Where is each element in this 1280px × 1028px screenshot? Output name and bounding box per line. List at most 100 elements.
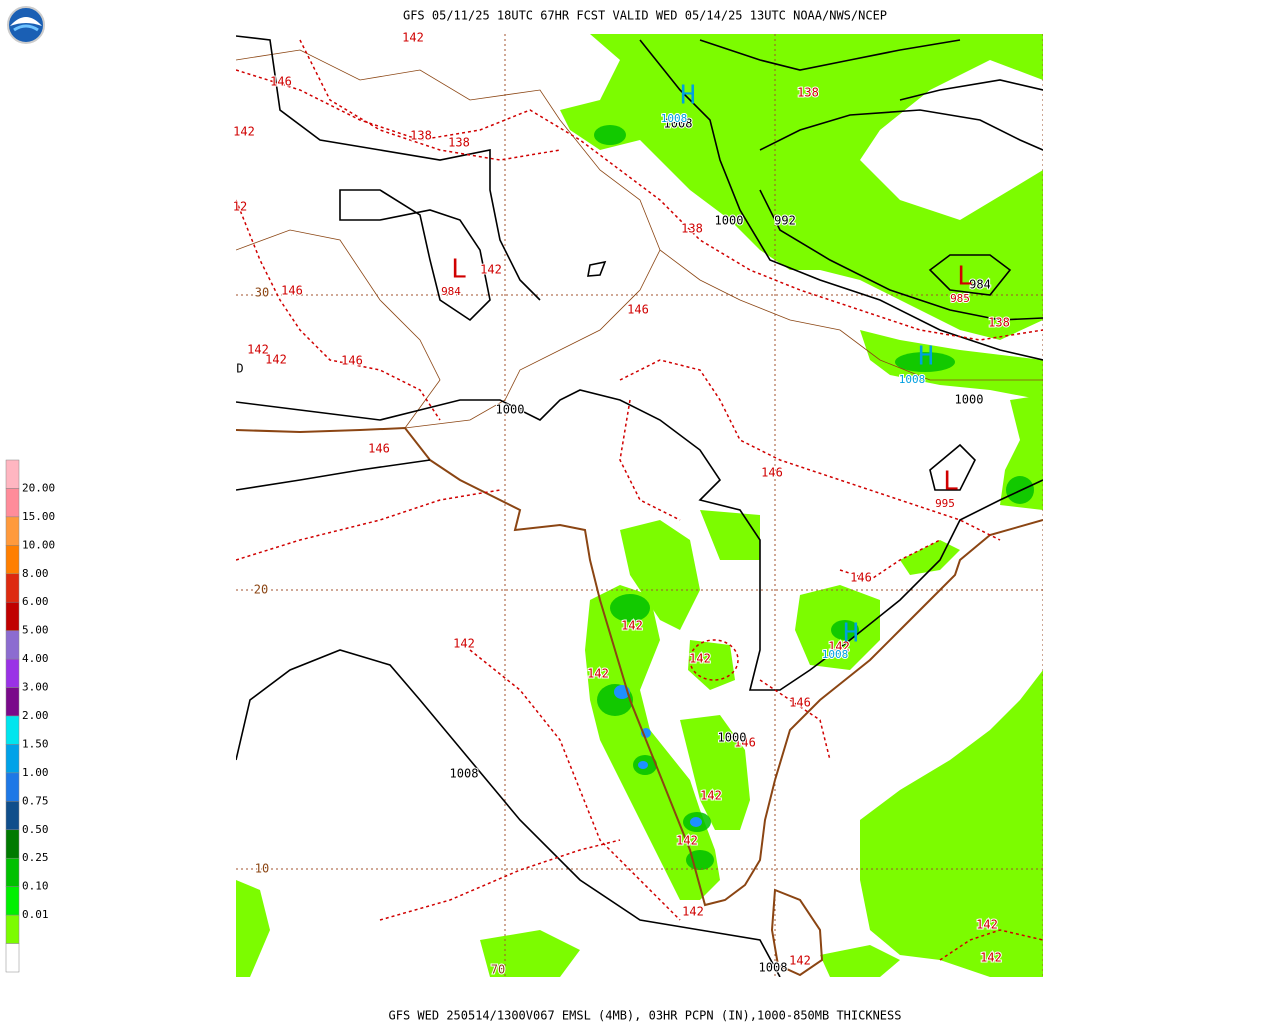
legend-label: 8.00 [22,567,49,580]
legend-label: 10.00 [22,538,55,551]
legend-label: 0.25 [22,851,49,864]
grid-label: 70 [491,963,505,977]
thickness-label: 142 [828,640,850,654]
legend-swatch [5,772,20,802]
legend-swatch [5,744,20,774]
low-symbol: L [943,467,959,497]
thickness-label: 142 [453,637,475,651]
map-title: GFS 05/11/25 18UTC 67HR FCST VALID WED 0… [403,9,887,23]
thickness-label: 146 [734,736,756,750]
pressure-label: 1000 [955,393,984,407]
thickness-label: 142 [700,789,722,803]
legend-swatch [5,914,20,944]
thickness-label: 146 [368,442,390,456]
thickness-label: 142 [247,343,269,357]
legend-label: 20.00 [22,481,55,494]
legend-swatch [5,943,20,973]
thickness-label: 142 [621,619,643,633]
thickness-label: 146 [341,354,363,368]
high-value: 1008 [661,112,688,125]
high-symbol: H [843,619,859,649]
thickness-label: 146 [850,571,872,585]
map [236,34,1043,977]
legend-swatch [5,886,20,916]
pressure-label: 984 [969,278,991,292]
legend-label: 6.00 [22,595,49,608]
grid [236,34,1043,977]
legend-label: 2.00 [22,709,49,722]
legend-swatch [5,573,20,603]
thickness-label: 142 [402,31,424,45]
legend-swatch [5,687,20,717]
low-value: 985 [950,292,970,305]
low-value: 995 [935,497,955,510]
low-value: 984 [441,285,461,298]
grid-label: 20 [254,583,268,597]
thickness-label: 138 [797,86,819,100]
high-symbol: H [680,81,696,111]
pressure-label: 1008 [664,117,693,131]
noaa-logo [7,6,45,44]
legend-label: 3.00 [22,681,49,694]
thickness-label: 142 [976,918,998,932]
thickness-label: 138 [988,316,1010,330]
legend-swatch [5,516,20,546]
thickness-label: 12 [233,200,247,214]
borders [236,49,1043,429]
legend-swatch [5,459,20,489]
thickness-label: 142 [689,652,711,666]
legend-label: 1.00 [22,766,49,779]
thickness-label: 146 [761,466,783,480]
thickness-label: 142 [676,834,698,848]
low-symbol: L [957,262,973,292]
thickness-label: 142 [233,125,255,139]
thickness-label: 138 [681,222,703,236]
pressure-label: 1000 [718,731,747,745]
pressure-label: 1000 [496,403,525,417]
pressure-label: D [236,362,243,376]
thickness-contours [236,39,1043,961]
high-value: 1008 [899,373,926,386]
legend-swatch [5,801,20,831]
legend-label: 0.01 [22,908,49,921]
map-caption: GFS WED 250514/1300V067 EMSL (4MB), 03HR… [389,1009,902,1023]
thickness-label: 146 [627,303,649,317]
pressure-label: 992 [774,214,796,228]
legend-swatch [5,545,20,575]
thickness-label: 138 [410,129,432,143]
legend-swatch [5,857,20,887]
thickness-label: 142 [682,905,704,919]
legend-swatch [5,658,20,688]
thickness-label: 146 [270,75,292,89]
legend-label: 5.00 [22,624,49,637]
legend: 20.00 15.00 10.00 8.00 6.00 5.00 4.00 3.00 2.00 1… [5,459,55,973]
legend-swatch [5,829,20,859]
legend-label: 15.00 [22,510,55,523]
pressure-label: 1008 [759,961,788,975]
grid-label: 10 [255,862,269,876]
coastline [236,426,1043,977]
high-value: 1008 [822,648,849,661]
thickness-label: 142 [480,263,502,277]
thickness-label: 146 [281,284,303,298]
legend-swatch [5,488,20,518]
legend-label: 0.75 [22,794,49,807]
pressure-label: 1000 [715,214,744,228]
grid-label: 30 [255,286,269,300]
low-symbol: L [451,255,467,285]
legend-swatch [5,630,20,660]
legend-label: 4.00 [22,652,49,665]
high-symbol: H [918,342,934,372]
thickness-label: 142 [980,951,1002,965]
thickness-label: 138 [448,136,470,150]
thickness-label: 142 [265,353,287,367]
pressure-label: 1008 [450,767,479,781]
thickness-label: 146 [789,696,811,710]
legend-label: 0.50 [22,823,49,836]
legend-label: 0.10 [22,880,49,893]
legend-swatch [5,601,20,631]
legend-label: 1.50 [22,737,49,750]
thickness-label: 142 [587,667,609,681]
